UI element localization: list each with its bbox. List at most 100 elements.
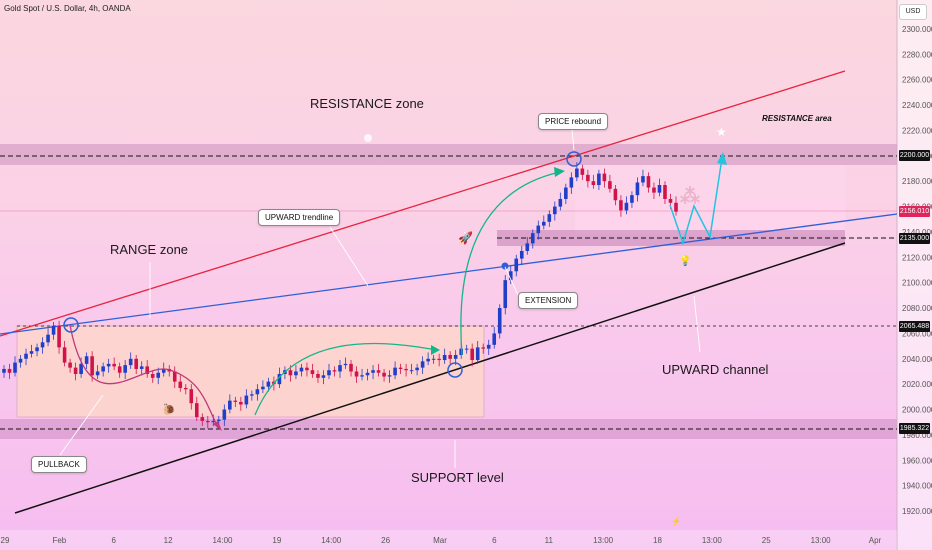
candle [134,358,138,369]
candle [674,202,678,212]
y-tick-label: 1980.000 [902,431,932,440]
pullback-pointer [59,394,104,456]
candle [415,367,419,371]
x-tick-label: Mar [433,536,447,545]
candle [349,363,353,372]
breakout-arrowhead [554,167,565,177]
resistance-trendline [0,70,846,337]
candle [542,221,546,226]
candle [29,351,34,354]
symbol-title: Gold Spot / U.S. Dollar, 4h, OANDA [4,4,131,13]
candle [150,374,155,378]
x-tick-label: 12 [164,536,173,545]
candle [619,200,623,211]
x-axis[interactable]: 29 Feb 6 12 14:00 19 14:00 26 Mar 6 11 13:00 18 13:00… [1,536,882,545]
candle [393,367,397,376]
candle [294,371,298,376]
x-tick-label: 11 [545,536,554,545]
flash-icon: ⚡ [671,516,681,526]
price-tag: 2135.000 [899,232,930,244]
candle [553,206,557,215]
candle [431,358,436,360]
candle [211,420,216,423]
lightbulb-icon: 💡 [679,254,691,267]
candle [222,409,227,420]
candle [233,400,238,402]
candle [486,344,491,349]
candle [332,370,337,372]
candle [564,187,568,199]
upward-trendline-callout: UPWARD trendline [258,209,341,226]
projection-path [669,157,723,246]
candle [497,308,502,334]
candle [668,198,673,203]
candle [569,177,574,188]
rocket-icon: 🚀 [458,231,473,245]
x-tick-label: 18 [653,536,662,545]
pullback-arrow-path [69,324,219,429]
support-trendline [14,242,846,514]
candle [354,371,359,377]
candle [387,375,392,377]
breakout-arrow-path [460,171,561,356]
candle [217,419,221,421]
candle [464,348,469,350]
candle [13,362,17,373]
resistance-zone-label: RESISTANCE zone [310,96,424,111]
candle [7,368,12,373]
candle [613,188,618,201]
candle [630,195,634,203]
candle [206,420,210,423]
candle [437,358,441,361]
touch-marker-2 [447,362,463,378]
candle [624,202,629,211]
candle [305,367,309,371]
y-tick-label: 2060.000 [902,329,932,338]
candle [641,176,645,183]
candle [420,361,425,368]
candle [189,389,194,404]
extension-pointer [504,266,519,296]
candle [244,395,249,405]
candle [657,185,662,193]
candle [525,243,530,251]
trendline-callout-pointer [329,226,369,287]
candle [519,250,524,259]
y-tick-label: 2220.000 [902,126,932,135]
recovery-arrow-path [254,342,438,416]
candle [101,366,105,372]
candle [299,367,304,372]
mid-band [497,230,845,246]
resistance-band [0,144,897,165]
candle [608,181,612,189]
y-tick-label: 1940.000 [902,482,932,491]
candle [40,342,45,348]
candle [575,168,579,178]
candle [365,372,370,376]
candle [172,371,177,382]
currency-badge[interactable]: USD [899,4,927,20]
y-tick-label: 2300.000 [902,25,932,34]
candle [117,366,122,373]
y-tick-label: 2240.000 [902,101,932,110]
x-tick-label: 25 [762,536,771,545]
y-tick-label: 2040.000 [902,355,932,364]
candle [448,354,452,359]
candle [57,325,61,348]
candle [327,370,331,376]
candle [250,394,254,396]
resistance-highlight [575,165,845,235]
x-tick-label: 14:00 [212,536,233,545]
x-tick-label: 29 [1,536,10,545]
x-tick-label: 6 [492,536,497,545]
candle [316,374,320,378]
projection-arrowhead [717,152,727,165]
candle [360,375,364,377]
candle [18,358,23,363]
snail-icon: 🐌 [162,403,176,416]
x-tick-label: 14:00 [321,536,342,545]
candle [586,174,590,182]
candle [178,381,183,388]
